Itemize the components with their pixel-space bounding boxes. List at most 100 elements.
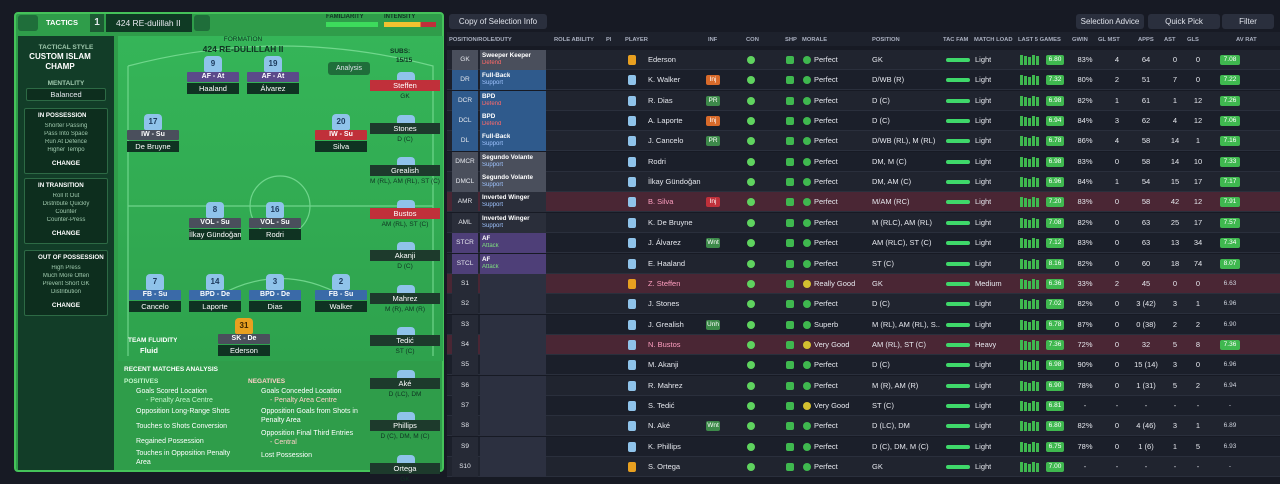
player-name[interactable]: Rodri [648, 156, 666, 166]
player-name[interactable]: J. Stones [648, 299, 680, 309]
column-header[interactable]: MATCH LOAD [974, 37, 1013, 43]
player-name[interactable]: J. Cancelo [648, 136, 684, 146]
column-header[interactable]: APPS [1138, 37, 1154, 43]
column-header[interactable]: LAST 5 GAMES [1018, 37, 1061, 43]
role-name[interactable]: Segundo Volante [482, 153, 533, 161]
sub-name[interactable]: Akanji [370, 250, 440, 261]
role-name[interactable]: AF [482, 255, 491, 263]
column-header[interactable]: ROLE ABILITY [554, 37, 595, 43]
add-tactic[interactable] [194, 15, 210, 31]
column-header[interactable]: AV RAT [1236, 37, 1257, 43]
player-name[interactable]: E. Haaland [648, 258, 686, 268]
column-header[interactable]: POSITION/ROLE/DUTY [449, 37, 512, 43]
column-header[interactable]: GLS [1187, 37, 1199, 43]
sub-name[interactable]: Steffen [370, 80, 440, 91]
player-name[interactable]: İlkay Gündoğan [648, 177, 701, 187]
player-name[interactable]: K. De Bruyne [648, 217, 693, 227]
player-name[interactable]: İlkay Gündoğan [189, 229, 241, 240]
player-name[interactable]: A. Laporte [648, 116, 683, 126]
sub-name[interactable]: Tedić [370, 335, 440, 346]
quick-pick[interactable]: Quick Pick [1148, 14, 1220, 29]
sub-name[interactable]: Aké [370, 377, 440, 389]
stat-apps: 1 (6) [1138, 441, 1154, 451]
shp-icon [786, 56, 794, 64]
player-name[interactable]: B. Silva [648, 197, 674, 207]
column-header[interactable]: INF [708, 37, 718, 43]
analysis-button[interactable]: Analysis [328, 62, 370, 75]
player-name[interactable]: Walker [315, 301, 367, 312]
role-name[interactable]: BPD [482, 92, 496, 100]
column-header[interactable]: MORALE [802, 37, 828, 43]
column-header[interactable]: CON [746, 37, 759, 43]
sub-name[interactable]: Phillips [370, 420, 440, 431]
role-name[interactable]: BPD [482, 113, 496, 121]
player-name[interactable]: S. Ortega [648, 462, 681, 471]
column-header[interactable]: PLAYER [625, 37, 648, 43]
av-rating: 7.06 [1220, 116, 1240, 127]
player-name[interactable]: J. Grealish [648, 319, 684, 329]
column-header[interactable]: AST [1164, 37, 1176, 43]
role-name[interactable]: Full-Back [482, 72, 511, 80]
player-name[interactable]: J. Álvarez [648, 238, 681, 248]
selection-advice[interactable]: Selection Advice [1076, 14, 1144, 29]
player-name[interactable]: Z. Steffen [648, 278, 681, 288]
player-name[interactable]: S. Tedić [648, 400, 675, 410]
style-label: TACTICAL STYLE [38, 44, 94, 51]
role-name[interactable]: Inverted Winger [482, 194, 530, 202]
formation-name[interactable]: 424 RE-DULILLAH II [202, 44, 284, 54]
back-button[interactable] [18, 15, 38, 31]
player-name[interactable]: Dias [249, 301, 301, 312]
role-name[interactable]: Full-Back [482, 133, 511, 141]
last5-bar [1032, 319, 1035, 330]
change-button[interactable]: CHANGE [51, 230, 81, 237]
filter[interactable]: Filter [1222, 14, 1274, 29]
player-name[interactable]: Silva [315, 141, 367, 152]
sub-name[interactable]: Ortega [370, 462, 440, 474]
player-name[interactable]: Laporte [189, 301, 241, 312]
mentality-select[interactable]: Balanced [26, 88, 106, 101]
player-name[interactable]: Rodri [249, 229, 301, 240]
column-header[interactable]: TAC FAM [943, 37, 969, 43]
change-button[interactable]: CHANGE [51, 160, 81, 167]
column-header[interactable]: PI [606, 37, 612, 43]
role-cell [480, 253, 546, 274]
player-name[interactable]: Cancelo [129, 301, 181, 312]
player-name[interactable]: N. Aké [648, 421, 671, 431]
player-name[interactable]: De Bruyne [127, 141, 179, 152]
role-duty: Attack [482, 263, 499, 270]
match-load: Light [975, 75, 992, 85]
sub-name[interactable]: Bustos [370, 207, 440, 219]
player-name[interactable]: N. Bustos [648, 339, 681, 349]
column-header[interactable]: SHP [785, 37, 797, 43]
player-name[interactable]: M. Akanji [648, 360, 679, 370]
analysis-title[interactable]: RECENT MATCHES ANALYSIS [124, 366, 219, 373]
sub-name[interactable]: Mahrez [370, 292, 440, 304]
sub-name[interactable]: Stones [370, 122, 440, 134]
role-name[interactable]: AF [482, 235, 491, 243]
role-name[interactable]: Inverted Winger [482, 214, 530, 222]
role-name[interactable]: Segundo Volante [482, 174, 533, 182]
column-header[interactable]: GL MST [1098, 37, 1120, 43]
player-name[interactable]: Ederson [648, 55, 676, 64]
column-header[interactable]: GWIN [1072, 37, 1088, 43]
tactic-name[interactable]: 424 RE-dulillah II [106, 14, 192, 32]
player-name[interactable]: R. Dias [648, 95, 673, 105]
role-name[interactable]: Sweeper Keeper [482, 52, 532, 59]
row-position: S6 [452, 375, 478, 396]
player-name[interactable]: Ederson [218, 345, 270, 356]
column-header[interactable]: POSITION [872, 37, 900, 43]
stat-glmst: - [1115, 462, 1119, 471]
change-button[interactable]: CHANGE [51, 302, 81, 309]
match-load: Light [975, 400, 992, 410]
player-name[interactable]: K. Phillips [648, 441, 681, 451]
view-select[interactable]: Copy of Selection Info [449, 14, 547, 29]
shp-icon [786, 401, 794, 410]
player-name[interactable]: K. Walker [648, 75, 681, 85]
player-name[interactable]: Álvarez [247, 83, 299, 94]
stat-gwin: 72% [1077, 339, 1093, 349]
player-name[interactable]: Haaland [187, 83, 239, 94]
row-position: S2 [452, 294, 478, 315]
tacfam-bar [946, 342, 970, 347]
player-name[interactable]: R. Mahrez [648, 380, 683, 390]
sub-name[interactable]: Grealish [370, 165, 440, 176]
